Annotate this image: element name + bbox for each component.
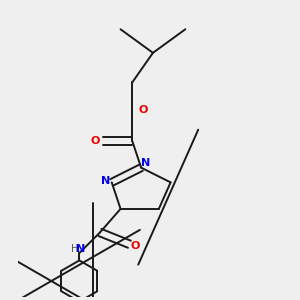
Text: N: N: [76, 244, 86, 254]
Text: O: O: [138, 105, 148, 115]
Text: N: N: [100, 176, 110, 186]
Text: O: O: [91, 136, 100, 146]
Text: N: N: [141, 158, 150, 168]
Text: H: H: [71, 244, 79, 254]
Text: O: O: [130, 241, 140, 251]
